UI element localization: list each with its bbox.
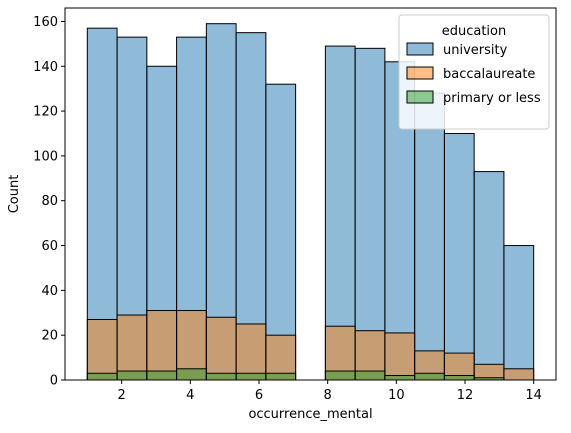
bar-university-14: [473, 171, 505, 381]
legend-frame: [398, 14, 550, 130]
y-axis-label: Count: [7, 175, 22, 214]
bar-university-13: [443, 132, 475, 381]
y-tick-label: 80: [41, 194, 58, 209]
bar-primary-or-less-2: [116, 370, 148, 381]
bar-primary-or-less-9: [324, 370, 356, 381]
y-tick-label: 120: [33, 105, 58, 120]
bar-university-12: [414, 92, 445, 381]
y-tick-label: 60: [41, 239, 58, 254]
legend-swatch-baccalaureate: [406, 66, 434, 80]
bar-baccalaureate-2: [116, 314, 148, 381]
x-tick-label: 4: [186, 388, 194, 403]
bar-primary-or-less-11: [384, 375, 416, 381]
legend-label-baccalaureate: baccalaureate: [443, 67, 535, 82]
legend: education university baccalaureate primary…: [398, 14, 550, 130]
y-tick-label: 40: [41, 284, 58, 299]
y-tick-label: 140: [33, 60, 58, 75]
bar-baccalaureate-7: [265, 334, 297, 381]
y-tick-label: 20: [41, 329, 58, 344]
x-tick-label: 8: [324, 388, 332, 403]
bar-baccalaureate-1: [86, 318, 118, 381]
bar-primary-or-less-1: [86, 372, 118, 381]
bar-primary-or-less-6: [235, 372, 267, 381]
x-tick-label: 14: [525, 388, 542, 403]
bar-primary-or-less-12: [414, 372, 445, 381]
x-axis-label: occurrence_mental: [248, 407, 372, 422]
bar-primary-or-less-3: [146, 370, 178, 381]
legend-label-university: university: [443, 43, 508, 58]
bar-baccalaureate-3: [146, 310, 178, 381]
bar-baccalaureate-5: [205, 316, 237, 381]
bar-university-15: [503, 245, 535, 381]
plot-frame: [64, 7, 557, 381]
bar-university-6: [235, 32, 267, 381]
bar-primary-or-less-5: [205, 372, 237, 381]
x-tick-label: 12: [457, 388, 474, 403]
bar-baccalaureate-11: [384, 332, 416, 381]
legend-swatch-primary-or-less: [406, 90, 434, 104]
bar-primary-or-less-10: [354, 370, 386, 381]
bar-primary-or-less-4: [176, 368, 207, 381]
y-tick-label: 100: [33, 149, 58, 164]
y-tick-label: 0: [50, 374, 58, 389]
bar-university-9: [324, 45, 356, 381]
legend-label-primary-or-less: primary or less: [443, 91, 541, 106]
bar-baccalaureate-15: [503, 368, 535, 381]
legend-swatch-university: [406, 42, 434, 56]
bar-primary-or-less-7: [265, 372, 297, 381]
x-tick-label: 2: [118, 388, 126, 403]
bars-layer: [86, 23, 535, 381]
x-tick-label: 10: [388, 388, 405, 403]
bar-baccalaureate-6: [235, 323, 267, 381]
y-tick-label: 160: [33, 15, 58, 30]
legend-title: education: [442, 24, 507, 39]
bar-primary-or-less-13: [443, 375, 475, 381]
x-tick-label: 6: [255, 388, 263, 403]
